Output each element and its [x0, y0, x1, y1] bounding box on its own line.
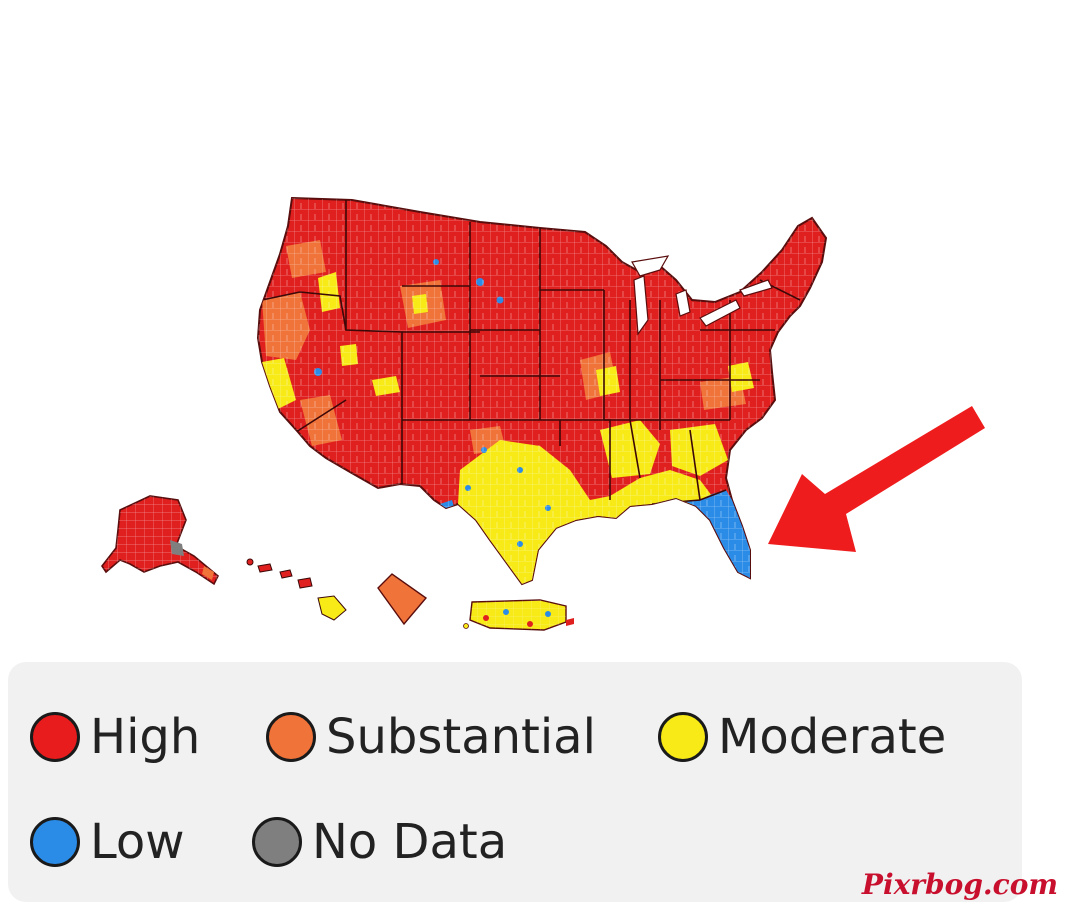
legend-item-moderate: Moderate: [658, 707, 946, 767]
moderate-swatch-icon: [658, 712, 708, 762]
arrow-annotation: [768, 406, 985, 552]
high-swatch-icon: [30, 712, 80, 762]
legend-panel: High Substantial Moderate Low No Data: [8, 662, 1022, 902]
legend-item-low: Low: [30, 812, 185, 872]
legend-label-no-data: No Data: [312, 814, 508, 870]
legend-label-moderate: Moderate: [718, 709, 947, 765]
legend-label-substantial: Substantial: [326, 709, 596, 765]
legend-label-low: Low: [90, 814, 185, 870]
hawaii-shape: [246, 558, 347, 621]
watermark-text: Pixrbog.com: [861, 868, 1058, 901]
no-data-swatch-icon: [252, 817, 302, 867]
puerto-rico-shape: [463, 599, 574, 631]
alaska-shape: [101, 495, 219, 586]
map-svg: [101, 196, 985, 631]
legend-item-high: High: [30, 707, 200, 767]
us-county-transmission-map: [101, 196, 985, 631]
legend-item-no-data: No Data: [252, 812, 507, 872]
low-swatch-icon: [30, 817, 80, 867]
legend-item-substantial: Substantial: [266, 707, 596, 767]
substantial-swatch-icon: [266, 712, 316, 762]
legend-label-high: High: [90, 709, 201, 765]
dc-inset-shape: [377, 573, 428, 626]
great-lakes: [631, 255, 773, 336]
